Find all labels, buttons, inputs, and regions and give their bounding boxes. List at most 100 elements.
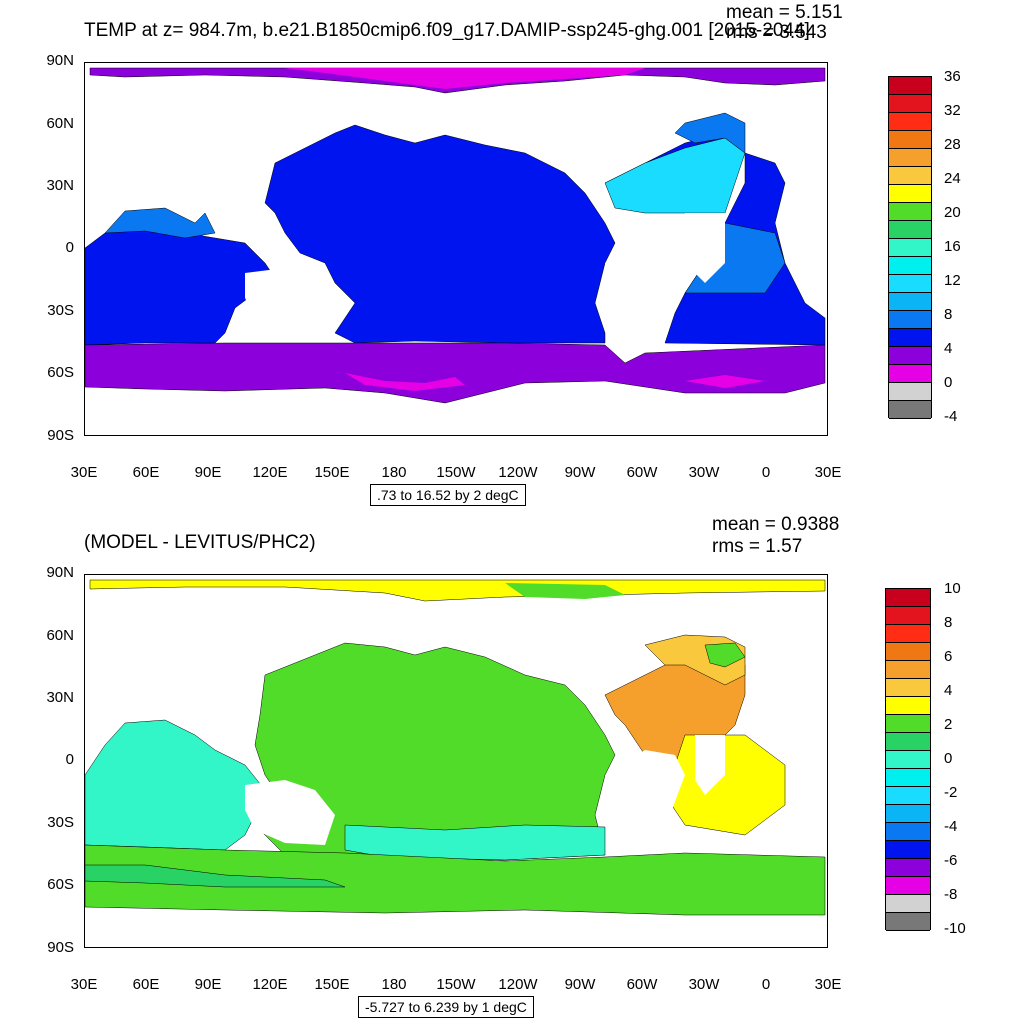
colorbar-label: -2 bbox=[944, 784, 958, 801]
colorbar-swatch bbox=[886, 607, 930, 625]
mean-value: mean = 0.9388 bbox=[712, 514, 840, 535]
colorbar-swatch bbox=[889, 383, 931, 401]
lon-label: 120W bbox=[498, 464, 538, 481]
colorbar-label: 10 bbox=[944, 580, 961, 597]
colorbar-swatch bbox=[886, 643, 930, 661]
lon-label: 30W bbox=[688, 976, 720, 993]
weddell-cold-region bbox=[685, 375, 765, 388]
lat-label: 0 bbox=[65, 239, 74, 256]
lon-label: 60E bbox=[132, 464, 160, 481]
lat-label: 60N bbox=[46, 115, 74, 132]
colorbar-swatch bbox=[886, 697, 930, 715]
lon-label: 60E bbox=[132, 976, 160, 993]
lat-label: 30S bbox=[47, 814, 74, 831]
colorbar-swatch bbox=[886, 769, 930, 787]
colorbar-swatch bbox=[886, 661, 930, 679]
lon-label: 0 bbox=[761, 464, 771, 481]
colorbar-label: 4 bbox=[944, 340, 953, 357]
colorbar-swatch bbox=[889, 131, 931, 149]
panel-title: TEMP at z= 984.7m, b.e21.B1850cmip6.f09_… bbox=[84, 20, 810, 41]
colorbar-swatch bbox=[886, 877, 930, 895]
lon-label: 0 bbox=[761, 976, 771, 993]
colorbar-label: 16 bbox=[944, 238, 961, 255]
south-america-landmass bbox=[605, 238, 685, 343]
colorbar-swatch bbox=[886, 913, 930, 931]
lat-label: 90N bbox=[46, 564, 74, 581]
colorbar-swatch bbox=[889, 221, 931, 239]
colorbar bbox=[885, 588, 931, 931]
map-frame bbox=[84, 62, 828, 436]
colorbar-label: -4 bbox=[944, 818, 958, 835]
colorbar-label: -10 bbox=[944, 920, 966, 937]
lat-label: 60S bbox=[47, 364, 74, 381]
colorbar-swatch bbox=[886, 679, 930, 697]
lon-label: 90W bbox=[564, 976, 596, 993]
lat-label: 30N bbox=[46, 689, 74, 706]
lat-label: 90S bbox=[47, 939, 74, 956]
labrador-sea-region bbox=[674, 112, 746, 154]
nordic-green-region bbox=[704, 642, 746, 668]
lon-label: 120W bbox=[498, 976, 538, 993]
africa-landmass bbox=[685, 213, 725, 283]
mean-value: mean = 5.151 bbox=[726, 2, 843, 23]
colorbar-swatch bbox=[886, 841, 930, 859]
colorbar-label: 6 bbox=[944, 648, 953, 665]
colorbar-swatch bbox=[889, 77, 931, 95]
contour-interval-note: -5.727 to 6.239 by 1 degC bbox=[358, 996, 534, 1018]
lon-label: 150W bbox=[436, 976, 476, 993]
africa-landmass bbox=[695, 735, 725, 795]
colorbar-label: 2 bbox=[944, 716, 953, 733]
colorbar-label: 8 bbox=[944, 614, 953, 631]
rms-value: rms = 1.57 bbox=[712, 536, 803, 557]
colorbar-swatch bbox=[886, 787, 930, 805]
colorbar-label: 0 bbox=[944, 374, 953, 391]
lon-label: 120E bbox=[252, 464, 288, 481]
colorbar-label: -4 bbox=[944, 408, 958, 425]
colorbar-swatch bbox=[889, 401, 931, 419]
colorbar-swatch bbox=[889, 257, 931, 275]
colorbar-swatch bbox=[889, 113, 931, 131]
arabian-sea-region bbox=[104, 207, 216, 239]
colorbar-swatch bbox=[889, 329, 931, 347]
colorbar-swatch bbox=[886, 823, 930, 841]
colorbar-swatch bbox=[886, 589, 930, 607]
colorbar-label: 24 bbox=[944, 170, 961, 187]
temperature-map bbox=[85, 67, 826, 404]
lon-label: 30E bbox=[70, 464, 98, 481]
colorbar-swatch bbox=[889, 149, 931, 167]
colorbar-swatch bbox=[886, 625, 930, 643]
arctic-green-region bbox=[505, 583, 625, 599]
lon-label: 150E bbox=[314, 464, 350, 481]
lon-label: 180 bbox=[381, 464, 407, 481]
colorbar-swatch bbox=[889, 311, 931, 329]
lon-label: 30E bbox=[814, 976, 842, 993]
south-america-landmass bbox=[605, 750, 685, 855]
indian-ocean-region bbox=[85, 719, 266, 851]
colorbar-label: 32 bbox=[944, 102, 961, 119]
lon-label: 120E bbox=[252, 976, 288, 993]
colorbar-swatch bbox=[889, 347, 931, 365]
australia-landmass bbox=[245, 268, 335, 333]
colorbar-swatch bbox=[886, 805, 930, 823]
lat-label: 60N bbox=[46, 627, 74, 644]
lon-label: 30E bbox=[814, 464, 842, 481]
southern-band-region bbox=[85, 864, 346, 888]
lat-label: 90S bbox=[47, 427, 74, 444]
lat-label: 90N bbox=[46, 52, 74, 69]
panel-model-minus-obs: (MODEL - LEVITUS/PHC2) mean = 0.9388 rms… bbox=[0, 512, 1024, 1024]
lat-label: 30S bbox=[47, 302, 74, 319]
arctic-region bbox=[89, 579, 826, 602]
contour-interval-note: .73 to 16.52 by 2 degC bbox=[370, 484, 526, 506]
lon-label: 180 bbox=[381, 976, 407, 993]
north-atlantic-warm-region bbox=[604, 137, 746, 214]
lon-label: 30E bbox=[70, 976, 98, 993]
colorbar-swatch bbox=[886, 895, 930, 913]
colorbar-label: 12 bbox=[944, 272, 961, 289]
lon-label: 150W bbox=[436, 464, 476, 481]
colorbar-label: -8 bbox=[944, 886, 958, 903]
lat-label: 30N bbox=[46, 177, 74, 194]
lon-label: 60W bbox=[626, 464, 658, 481]
lat-label: 60S bbox=[47, 876, 74, 893]
map-frame bbox=[84, 574, 828, 948]
colorbar-swatch bbox=[889, 95, 931, 113]
